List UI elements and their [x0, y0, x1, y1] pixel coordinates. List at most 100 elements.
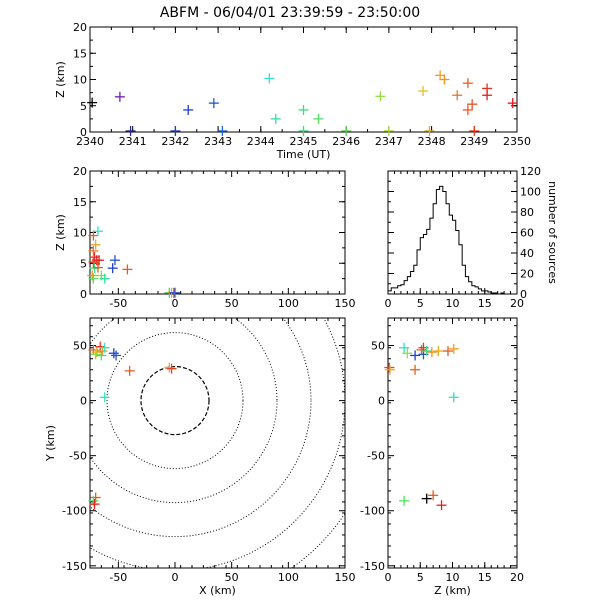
source-point: [95, 341, 106, 352]
y-axis-title: Y (km): [44, 425, 57, 462]
source-point: [217, 125, 228, 136]
source-point: [125, 125, 136, 136]
source-point: [313, 113, 324, 124]
plot-frame: [89, 170, 346, 295]
range-ring: [140, 365, 210, 436]
x-tick-label: 0: [385, 297, 392, 310]
y-tick-label: 0: [520, 288, 527, 301]
y-tick-label: 50: [73, 340, 87, 353]
source-point: [383, 125, 394, 136]
source-point: [410, 350, 421, 361]
source-point: [166, 363, 177, 374]
source-point: [482, 90, 493, 101]
y-tick-label: 20: [520, 268, 534, 281]
source-point: [88, 245, 99, 256]
x-tick-label: 0: [172, 297, 179, 310]
range-ring: [106, 332, 244, 470]
x-tick-label: 0: [385, 571, 392, 584]
source-point: [99, 392, 110, 403]
source-point: [99, 342, 110, 353]
x-tick-label: 2345: [290, 135, 318, 148]
y-tick-label: 15: [73, 47, 87, 60]
x-tick-label: 5: [417, 297, 424, 310]
source-point: [384, 364, 395, 375]
source-point: [298, 104, 309, 115]
x-tick-label: 100: [278, 297, 299, 310]
x-tick-label: 50: [225, 571, 239, 584]
source-point: [124, 365, 135, 376]
y-tick-label: 0: [80, 126, 87, 139]
source-point: [462, 78, 473, 89]
source-point: [170, 125, 181, 136]
x-tick-label: 15: [478, 571, 492, 584]
source-point: [467, 99, 478, 110]
source-point: [107, 263, 118, 274]
x-tick-label: 100: [278, 571, 299, 584]
y-axis-title: Z (km): [54, 61, 67, 98]
source-point: [108, 348, 119, 359]
source-point: [436, 500, 447, 511]
source-point: [418, 86, 429, 97]
source-point: [122, 264, 133, 275]
source-point: [164, 362, 175, 373]
y-tick-label: 10: [73, 74, 87, 87]
source-point: [88, 273, 99, 284]
x-tick-label: 2344: [247, 135, 275, 148]
source-point: [402, 348, 413, 359]
source-point: [462, 104, 473, 115]
y-tick-label: 5: [80, 100, 87, 113]
source-point: [114, 91, 125, 102]
source-point: [96, 350, 107, 361]
y-tick-label: 60: [520, 227, 534, 240]
range-rings: [90, 318, 345, 568]
x-tick-label: 2346: [332, 135, 360, 148]
x-axis-title: Time (UT): [276, 148, 331, 161]
source-point: [264, 73, 275, 84]
source-point: [109, 255, 120, 266]
source-point: [270, 113, 281, 124]
y-tick-label: 15: [73, 196, 87, 209]
x-tick-label: 150: [335, 297, 356, 310]
histogram-step-line: [387, 185, 517, 295]
x-tick-label: 2340: [76, 135, 104, 148]
y-tick-label: 0: [80, 395, 87, 408]
y-tick-label: -50: [69, 450, 87, 463]
y-tick-label: 120: [520, 165, 541, 178]
x-tick-label: 0: [172, 571, 179, 584]
x-tick-label: 2349: [460, 135, 488, 148]
source-point: [90, 239, 101, 250]
source-point: [399, 495, 410, 506]
source-point: [94, 255, 105, 266]
x-tick-label: 10: [446, 297, 460, 310]
source-point: [469, 125, 480, 136]
source-point: [341, 125, 352, 136]
figure-title: ABFM - 06/04/01 23:39:59 - 23:50:00: [160, 5, 420, 21]
y-tick-label: 0: [80, 288, 87, 301]
source-point: [111, 350, 122, 361]
source-point: [426, 347, 437, 358]
source-point: [448, 343, 459, 354]
x-tick-label: 2350: [503, 135, 531, 148]
source-point: [448, 392, 459, 403]
x-tick-label: 150: [335, 571, 356, 584]
source-point: [507, 98, 518, 109]
x-tick-label: 10: [446, 571, 460, 584]
y-tick-label: 100: [520, 186, 541, 199]
y-tick-label: 40: [520, 247, 534, 260]
source-point: [439, 74, 450, 85]
plot-frame: [89, 26, 518, 133]
plot-frame: [89, 317, 346, 569]
x-tick-label: 50: [225, 297, 239, 310]
x-tick-label: 2341: [119, 135, 147, 148]
x-tick-label: -50: [109, 297, 127, 310]
x-tick-label: -50: [109, 571, 127, 584]
source-point: [298, 125, 309, 136]
source-point: [433, 346, 444, 357]
source-point: [92, 226, 103, 237]
y-tick-label: 0: [378, 395, 385, 408]
y-tick-label: 80: [520, 206, 534, 219]
source-point: [99, 273, 110, 284]
source-point: [88, 230, 99, 241]
